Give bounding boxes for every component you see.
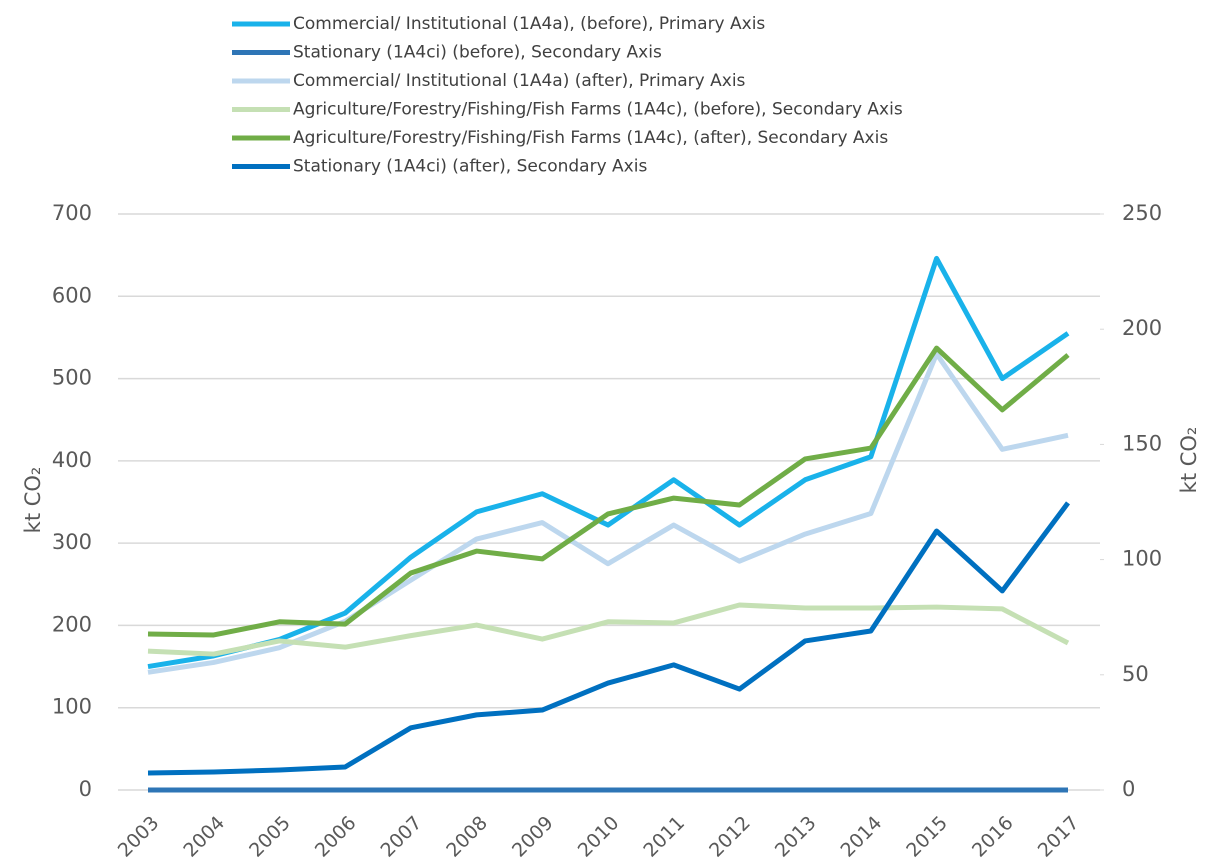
y-tick-label: 600 bbox=[52, 283, 92, 307]
x-tick-label: 2004 bbox=[179, 812, 229, 862]
x-tick-label: 2014 bbox=[837, 812, 887, 862]
y-tick-label: 100 bbox=[52, 695, 92, 719]
y-axis-label: kt CO₂ bbox=[21, 467, 45, 534]
x-tick-label: 2011 bbox=[639, 812, 689, 862]
y-tick-label: 0 bbox=[79, 777, 92, 801]
x-tick-label: 2015 bbox=[902, 812, 952, 862]
x-tick-label: 2003 bbox=[114, 812, 164, 862]
x-tick-label: 2010 bbox=[574, 812, 624, 862]
y2-tick-label: 150 bbox=[1122, 431, 1162, 455]
legend-label: Commercial/ Institutional (1A4a) (after)… bbox=[293, 71, 746, 91]
series-line bbox=[147, 501, 1071, 776]
legend-label: Stationary (1A4ci) (after), Secondary Ax… bbox=[293, 157, 647, 177]
series-line bbox=[147, 255, 1070, 670]
legend-label: Agriculture/Forestry/Fishing/Fish Farms … bbox=[293, 100, 903, 120]
x-tick-label: 2012 bbox=[705, 812, 755, 862]
x-tick-label: 2008 bbox=[442, 812, 492, 862]
x-tick-label: 2006 bbox=[311, 812, 361, 862]
x-tick-label: 2007 bbox=[377, 812, 427, 862]
x-tick-label: 2017 bbox=[1034, 812, 1084, 862]
y2-tick-label: 100 bbox=[1122, 547, 1162, 571]
x-tick-label: 2016 bbox=[968, 812, 1018, 862]
y2-tick-label: 200 bbox=[1122, 316, 1162, 340]
series-line bbox=[147, 351, 1069, 675]
x-tick-label: 2005 bbox=[245, 812, 295, 862]
y-tick-label: 700 bbox=[52, 201, 92, 225]
legend-label: Commercial/ Institutional (1A4a), (befor… bbox=[293, 14, 765, 34]
y2-axis-label: kt CO₂ bbox=[1177, 427, 1201, 494]
x-tick-label: 2009 bbox=[508, 812, 558, 862]
series-line bbox=[147, 345, 1070, 638]
y2-tick-label: 0 bbox=[1122, 777, 1135, 801]
y2-tick-label: 250 bbox=[1122, 201, 1162, 225]
series-line bbox=[147, 602, 1070, 657]
legend-label: Agriculture/Forestry/Fishing/Fish Farms … bbox=[293, 128, 888, 148]
x-tick-label: 2013 bbox=[771, 812, 821, 862]
y-tick-label: 300 bbox=[52, 530, 92, 554]
legend-label: Stationary (1A4ci) (before), Secondary A… bbox=[293, 43, 662, 63]
y-tick-label: 500 bbox=[52, 366, 92, 390]
y-tick-label: 200 bbox=[52, 612, 92, 636]
y2-tick-label: 50 bbox=[1122, 662, 1149, 686]
y-tick-label: 400 bbox=[52, 448, 92, 472]
